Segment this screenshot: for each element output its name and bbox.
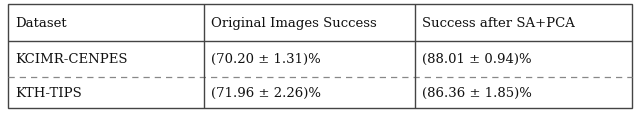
Text: Dataset: Dataset bbox=[15, 17, 67, 30]
Text: Original Images Success: Original Images Success bbox=[211, 17, 377, 30]
Text: KTH-TIPS: KTH-TIPS bbox=[15, 86, 82, 99]
Text: Success after SA+PCA: Success after SA+PCA bbox=[422, 17, 575, 30]
Text: (88.01 ± 0.94)%: (88.01 ± 0.94)% bbox=[422, 53, 532, 66]
Text: KCIMR-CENPES: KCIMR-CENPES bbox=[15, 53, 128, 66]
Text: (70.20 ± 1.31)%: (70.20 ± 1.31)% bbox=[211, 53, 321, 66]
Text: (86.36 ± 1.85)%: (86.36 ± 1.85)% bbox=[422, 86, 532, 99]
Text: (71.96 ± 2.26)%: (71.96 ± 2.26)% bbox=[211, 86, 321, 99]
